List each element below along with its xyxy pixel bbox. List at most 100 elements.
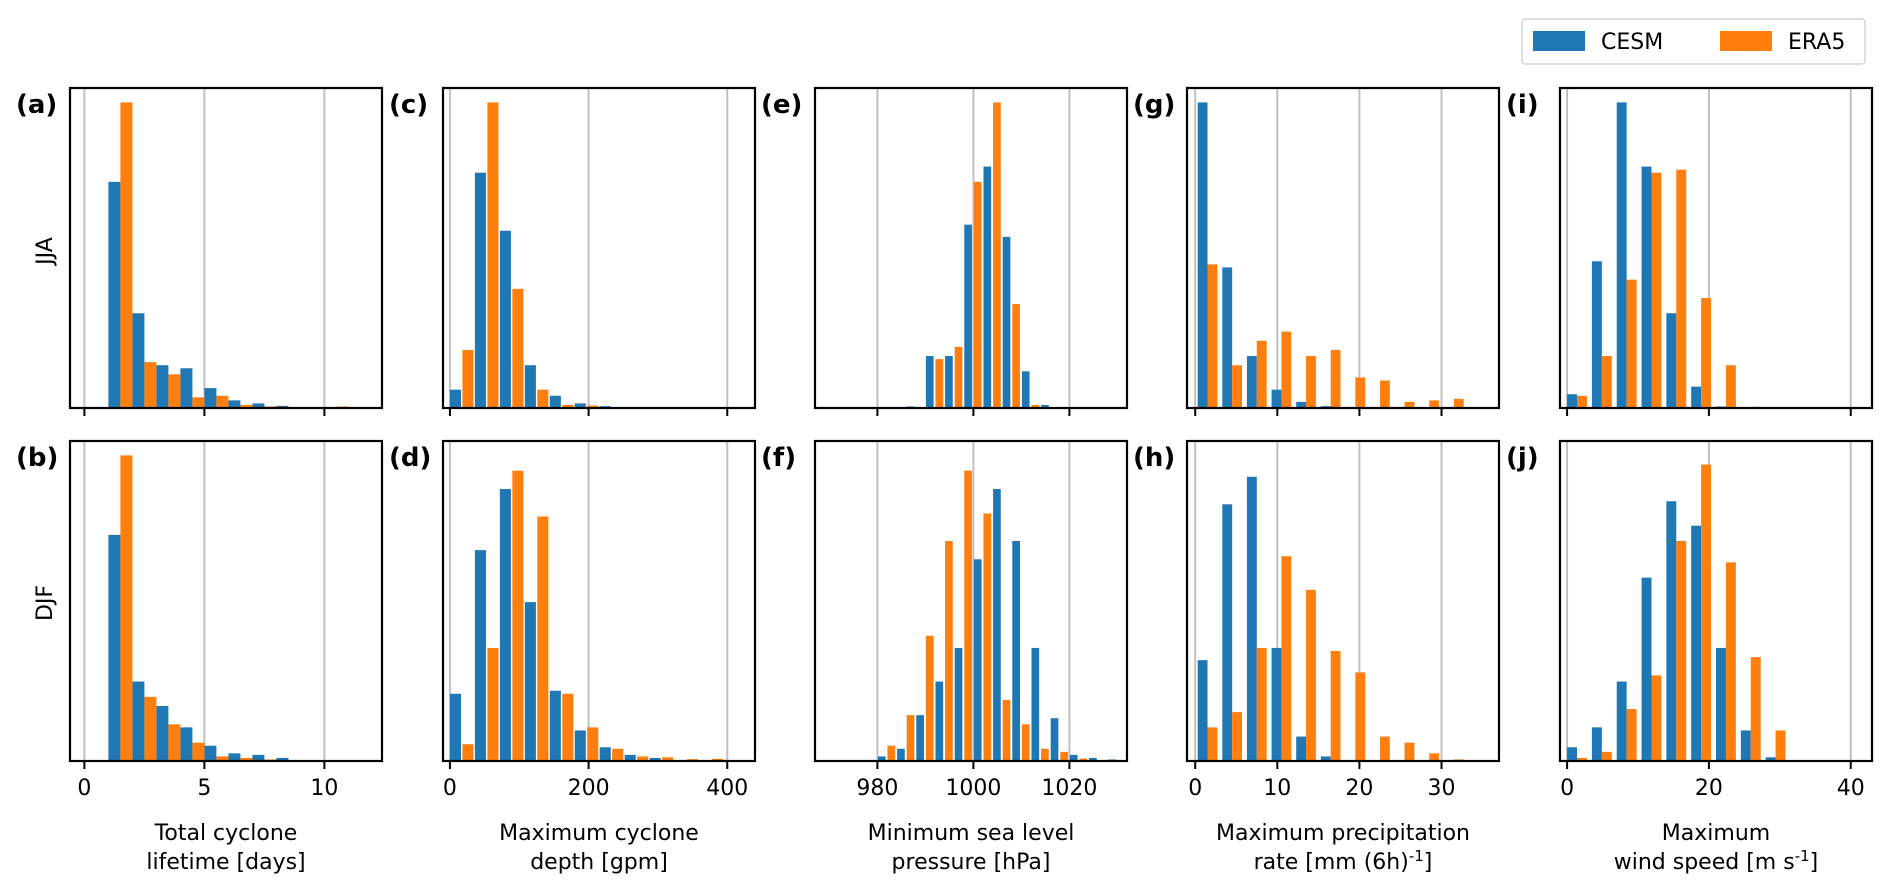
legend: CESM ERA5	[1521, 18, 1866, 65]
bar-cesm	[877, 756, 886, 761]
bar-era5	[1012, 304, 1020, 408]
bar-era5	[925, 635, 934, 761]
bar-cesm	[954, 647, 963, 761]
bar-era5	[1079, 758, 1088, 761]
bar-cesm	[649, 757, 661, 761]
bar-era5	[1060, 751, 1068, 761]
panel-label: (g)	[1133, 90, 1175, 120]
x-tick-label: 20	[1695, 776, 1723, 801]
bar-era5	[1626, 279, 1637, 408]
bar-era5	[144, 696, 157, 761]
axes-frame	[441, 439, 757, 763]
x-axis-label: Minimum sea level	[868, 821, 1075, 846]
x-tick-label: 10	[1263, 776, 1291, 801]
bar-cesm	[935, 681, 944, 761]
bar-era5	[487, 102, 499, 409]
bar-era5	[537, 516, 549, 761]
bar-era5	[1207, 264, 1218, 408]
bar-cesm	[993, 489, 1001, 761]
bar-cesm	[1021, 371, 1030, 408]
bar-era5	[487, 647, 499, 761]
bar-era5	[1429, 400, 1440, 408]
x-tick-label: 1000	[945, 776, 1001, 801]
bar-era5	[1725, 562, 1736, 761]
bar-era5	[1577, 395, 1587, 408]
bar-cesm	[599, 747, 611, 761]
bar-cesm	[474, 550, 486, 761]
x-axis-label: Maximum precipitation	[1216, 821, 1470, 846]
bar-era5	[1031, 404, 1040, 408]
bar-era5	[240, 757, 253, 761]
bar-cesm	[132, 681, 145, 761]
x-tick-label: 10	[310, 776, 338, 801]
bar-cesm	[1691, 386, 1702, 408]
bar-era5	[662, 757, 674, 761]
panel-d: 0 200 400 (d) Maximum cyclone depth [gpm]	[389, 439, 757, 875]
bar-era5	[1021, 724, 1030, 761]
bar-era5	[1404, 401, 1415, 408]
bar-cesm	[1222, 267, 1233, 408]
bar-era5	[1701, 464, 1712, 761]
panel-label: (j)	[1506, 443, 1539, 473]
panel-e: (e)	[761, 86, 1129, 416]
bar-cesm	[228, 400, 241, 408]
bar-cesm	[897, 748, 905, 761]
bar-era5	[462, 744, 474, 761]
x-tick-label: 200	[568, 776, 610, 801]
bar-era5	[192, 397, 205, 408]
bar-era5	[512, 288, 524, 408]
bar-cesm	[1320, 756, 1331, 761]
x-tick-label: 1020	[1041, 776, 1097, 801]
bar-era5	[1404, 742, 1415, 761]
bar-era5	[954, 346, 963, 408]
bar-cesm	[204, 745, 217, 761]
bar-cesm	[1641, 166, 1652, 408]
axes-frame	[68, 439, 384, 763]
x-axis-label: depth [gpm]	[530, 850, 668, 875]
bar-era5	[887, 745, 896, 761]
bar-era5	[1429, 753, 1440, 761]
bar-era5	[1330, 349, 1341, 408]
bar-era5	[1775, 730, 1786, 761]
x-tick-label: 400	[706, 776, 748, 801]
bar-era5	[1577, 757, 1587, 761]
bar-cesm	[108, 534, 121, 761]
bar-cesm	[1567, 747, 1578, 761]
bar-era5	[1232, 365, 1243, 408]
bar-era5	[168, 724, 181, 761]
bar-cesm	[574, 730, 586, 761]
bar-cesm	[624, 754, 636, 761]
bar-cesm	[1031, 647, 1040, 761]
bar-era5	[935, 359, 944, 408]
axes-frame	[1185, 439, 1501, 763]
bar-era5	[1601, 356, 1612, 408]
panel-label: (e)	[761, 90, 802, 120]
bar-cesm	[1069, 754, 1078, 761]
panel-label: (a)	[16, 90, 57, 120]
bar-cesm	[1591, 727, 1602, 761]
panels: (a) 0 5 10 (b) Total cyclone lifetime [days] (c…	[16, 86, 1874, 875]
bar-era5	[964, 470, 972, 761]
x-tick-label: 40	[1837, 776, 1865, 801]
bar-era5	[1281, 556, 1292, 761]
bar-era5	[1453, 398, 1464, 408]
panel-f: 980 1000 1020 (f) Minimum sea level pressure …	[761, 439, 1129, 875]
bar-era5	[1626, 709, 1637, 761]
bar-cesm	[1666, 501, 1677, 761]
bar-era5	[1207, 727, 1218, 761]
bar-era5	[216, 756, 229, 761]
x-axis-label: wind speed [m s-1]	[1614, 847, 1819, 875]
bar-era5	[1676, 540, 1687, 761]
bar-cesm	[1246, 356, 1257, 408]
x-axis-label: lifetime [days]	[146, 850, 305, 875]
bar-era5	[240, 404, 253, 408]
x-tick-label: 980	[856, 776, 898, 801]
legend-swatch-era5	[1720, 31, 1772, 51]
bar-cesm	[276, 757, 289, 761]
bar-era5	[1330, 650, 1341, 761]
panel-a: (a)	[16, 86, 384, 416]
bar-cesm	[1012, 540, 1020, 761]
axes-frame	[441, 86, 757, 410]
panel-c: (c)	[389, 86, 757, 416]
